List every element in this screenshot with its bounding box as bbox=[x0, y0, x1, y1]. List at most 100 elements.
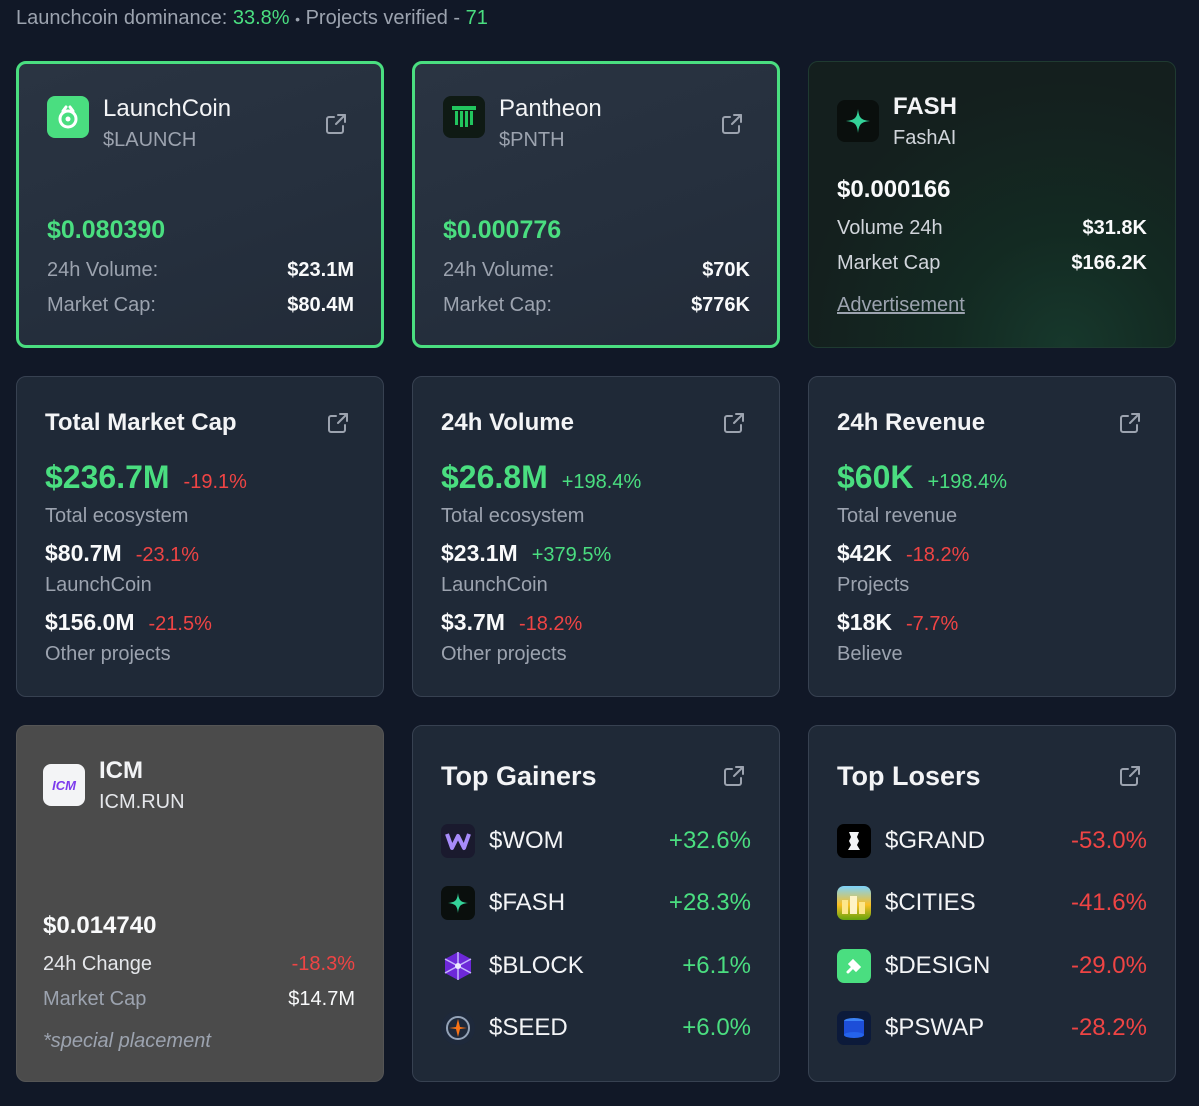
stat-title: Total Market Cap bbox=[45, 409, 237, 436]
featured-card-launchcoin[interactable]: LaunchCoin $LAUNCH $0.080390 24h Volume:… bbox=[16, 61, 384, 348]
verified-label: Projects verified - bbox=[305, 7, 461, 29]
verified-value: 71 bbox=[465, 7, 488, 29]
advertisement-card-fash[interactable]: FASH FashAI $0.000166 Volume 24h $31.8K … bbox=[808, 61, 1176, 348]
special-placement-note: *special placement bbox=[43, 1030, 211, 1052]
loser-row[interactable]: $GRAND -53.0% bbox=[837, 823, 1147, 859]
external-link-icon[interactable] bbox=[326, 411, 350, 435]
loser-change: -53.0% bbox=[1070, 827, 1147, 854]
mcap-label: Market Cap: bbox=[47, 294, 156, 316]
stat-sub-label: Believe bbox=[837, 643, 903, 665]
ad-mcap-row: Market Cap $166.2K bbox=[837, 252, 1147, 275]
stat-main-change: +198.4% bbox=[561, 471, 642, 493]
volume-value: $23.1M bbox=[287, 259, 354, 281]
stat-sub-value: $3.7M bbox=[441, 609, 505, 635]
fash-logo-icon bbox=[837, 100, 879, 142]
external-link-icon[interactable] bbox=[1118, 764, 1142, 788]
mcap-label: Market Cap bbox=[43, 988, 147, 1010]
stat-sub-value: $18K bbox=[837, 609, 892, 635]
stat-main-label: Total ecosystem bbox=[441, 505, 585, 527]
loser-row[interactable]: $CITIES -41.6% bbox=[837, 885, 1147, 921]
gainer-row[interactable]: $SEED +6.0% bbox=[441, 1010, 751, 1046]
stat-sub-label: Projects bbox=[837, 574, 910, 596]
stat-sub-value: $23.1M bbox=[441, 540, 518, 566]
stat-main-label: Total ecosystem bbox=[45, 505, 189, 527]
stat-card-revenue: 24h Revenue $60K +198.4% Total revenue $… bbox=[808, 376, 1176, 697]
top-gainers-card: Top Gainers $WOM +32.6% $FASH +28.3% $BL… bbox=[412, 725, 780, 1082]
external-link-icon[interactable] bbox=[324, 112, 348, 136]
mcap-row: Market Cap: $776K bbox=[443, 294, 750, 317]
token-symbol: $PNTH bbox=[499, 129, 565, 151]
stat-card-volume: 24h Volume $26.8M +198.4% Total ecosyste… bbox=[412, 376, 780, 697]
loser-symbol: $PSWAP bbox=[885, 1014, 985, 1041]
ad-token-name: FASH bbox=[893, 93, 958, 120]
stat-main-label: Total revenue bbox=[837, 505, 958, 527]
icm-special-card[interactable]: ICM ICM ICM.RUN $0.014740 24h Change -18… bbox=[16, 725, 384, 1082]
mcap-row: Market Cap: $80.4M bbox=[47, 294, 354, 317]
volume-label: 24h Volume: bbox=[443, 259, 555, 281]
stat-sub-label: LaunchCoin bbox=[441, 574, 548, 596]
icm-subtitle: ICM.RUN bbox=[99, 791, 185, 813]
stat-sub-change: -18.2% bbox=[518, 613, 583, 635]
stat-main-change: +198.4% bbox=[927, 471, 1008, 493]
token-symbol: $LAUNCH bbox=[103, 129, 197, 151]
stat-sub-row: $3.7M -18.2% bbox=[441, 609, 582, 636]
featured-card-pantheon[interactable]: Pantheon $PNTH $0.000776 24h Volume: $70… bbox=[412, 61, 780, 348]
stat-main-value: $26.8M bbox=[441, 459, 548, 495]
ad-token-price: $0.000166 bbox=[837, 176, 951, 203]
pantheon-logo-icon bbox=[443, 96, 485, 138]
stat-sub-change: -18.2% bbox=[905, 544, 970, 566]
dominance-label: Launchcoin dominance: bbox=[16, 7, 228, 29]
external-link-icon[interactable] bbox=[722, 411, 746, 435]
stat-sub-row: $80.7M -23.1% bbox=[45, 540, 199, 567]
stat-title: 24h Revenue bbox=[837, 409, 986, 436]
gainer-row[interactable]: $BLOCK +6.1% bbox=[441, 948, 751, 984]
token-name: Pantheon bbox=[499, 95, 602, 122]
gainer-row[interactable]: $FASH +28.3% bbox=[441, 885, 751, 921]
advertisement-link[interactable]: Advertisement bbox=[837, 294, 965, 316]
loser-symbol: $CITIES bbox=[885, 889, 976, 916]
block-icon bbox=[441, 949, 475, 983]
cities-icon bbox=[837, 886, 871, 920]
volume-value: $70K bbox=[702, 259, 750, 281]
launchcoin-logo-icon bbox=[47, 96, 89, 138]
gainers-title: Top Gainers bbox=[441, 761, 597, 791]
stat-sub-change: -21.5% bbox=[148, 613, 212, 635]
stat-main: $26.8M +198.4% bbox=[441, 459, 641, 496]
token-price: $0.000776 bbox=[443, 216, 562, 244]
external-link-icon[interactable] bbox=[720, 112, 744, 136]
stat-title: 24h Volume bbox=[441, 409, 574, 436]
stat-main-value: $60K bbox=[837, 459, 914, 495]
external-link-icon[interactable] bbox=[722, 764, 746, 788]
gainer-row[interactable]: $WOM +32.6% bbox=[441, 823, 751, 859]
gainer-change: +6.1% bbox=[682, 952, 751, 979]
stat-sub-value: $80.7M bbox=[45, 540, 122, 566]
icm-mcap-row: Market Cap $14.7M bbox=[43, 988, 355, 1011]
loser-change: -29.0% bbox=[1070, 952, 1147, 979]
stat-main: $236.7M -19.1% bbox=[45, 459, 247, 496]
gainer-change: +6.0% bbox=[682, 1014, 751, 1041]
losers-title: Top Losers bbox=[837, 761, 981, 791]
loser-symbol: $DESIGN bbox=[885, 952, 991, 979]
volume-row: 24h Volume: $23.1M bbox=[47, 259, 354, 282]
change-value: -18.3% bbox=[291, 953, 355, 975]
gainer-symbol: $FASH bbox=[489, 889, 566, 916]
volume-label: 24h Volume: bbox=[47, 259, 159, 281]
gainer-symbol: $SEED bbox=[489, 1014, 568, 1041]
stat-sub-value: $156.0M bbox=[45, 609, 135, 635]
loser-change: -41.6% bbox=[1070, 889, 1147, 916]
stat-sub-value: $42K bbox=[837, 540, 892, 566]
stat-sub-label: Other projects bbox=[45, 643, 171, 665]
icm-change-row: 24h Change -18.3% bbox=[43, 953, 355, 976]
stat-sub-change: +379.5% bbox=[531, 544, 612, 566]
loser-row[interactable]: $DESIGN -29.0% bbox=[837, 948, 1147, 984]
icm-price: $0.014740 bbox=[43, 912, 157, 939]
gainer-symbol: $BLOCK bbox=[489, 952, 584, 979]
volume-value: $31.8K bbox=[1082, 217, 1148, 239]
mcap-label: Market Cap bbox=[837, 252, 941, 274]
loser-row[interactable]: $PSWAP -28.2% bbox=[837, 1010, 1147, 1046]
external-link-icon[interactable] bbox=[1118, 411, 1142, 435]
stat-sub-change: -23.1% bbox=[135, 544, 200, 566]
stat-sub-row: $42K -18.2% bbox=[837, 540, 969, 567]
ad-volume-row: Volume 24h $31.8K bbox=[837, 217, 1147, 240]
fash-icon bbox=[441, 886, 475, 920]
